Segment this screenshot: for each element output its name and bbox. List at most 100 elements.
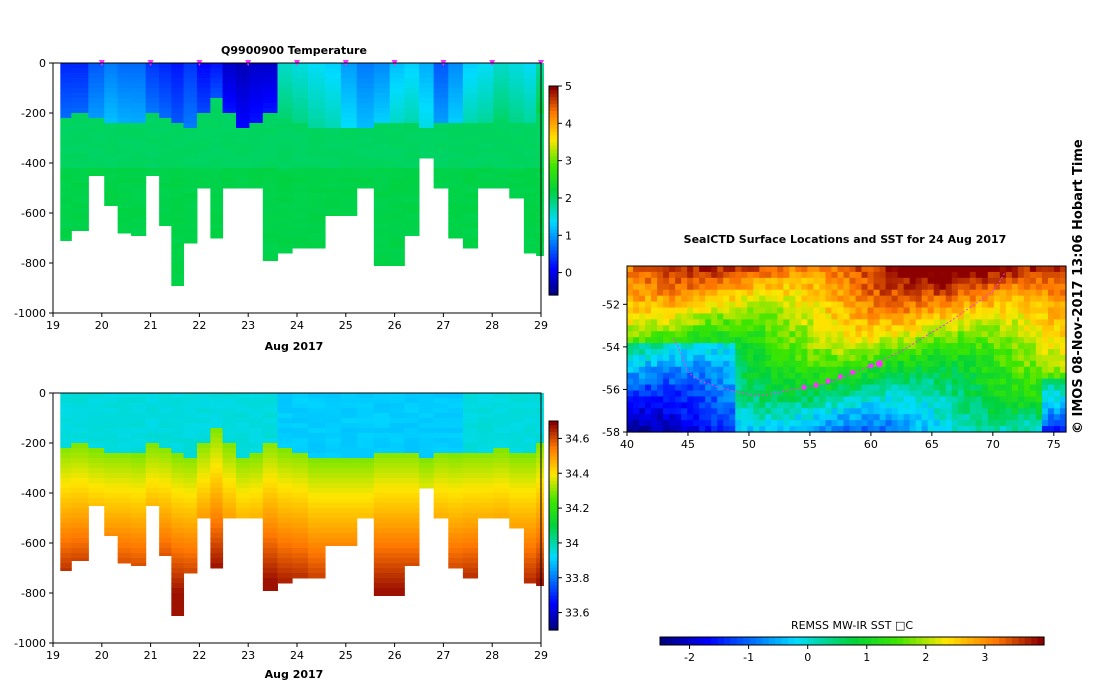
sst-cell [921,289,929,297]
section-cell [493,183,510,189]
section-cell [277,163,293,169]
section-cell [307,93,326,99]
sst-cell [945,271,953,279]
sst-cell [1017,277,1025,285]
sst-cell [915,384,923,392]
sst-cell [933,337,941,344]
section-cell [340,153,358,159]
section-cell [222,163,237,169]
section-cell [171,98,185,104]
sst-cell [777,277,784,285]
section-cell [104,153,119,159]
section-cell [509,168,525,174]
temp-ytick-label: -200 [21,107,46,120]
sst-cell [1035,289,1043,297]
sst-cell [639,289,646,297]
sst-cell [747,343,754,350]
section-cell [536,98,544,104]
section-cell [536,543,544,549]
section-cell [356,103,375,109]
section-cell [307,148,326,154]
section-cell [477,468,494,474]
sst-cell [711,372,718,380]
section-cell [277,558,293,564]
section-cell [183,568,198,574]
sst-cell [1023,372,1031,380]
section-cell [131,198,147,204]
section-cell [373,228,391,234]
section-cell [433,183,449,189]
section-cell [145,488,160,494]
sst-cell [627,372,634,380]
section-cell [88,478,105,484]
sst-cell [807,414,815,421]
section-cell [509,418,525,424]
temp-cbar-swatch [549,253,558,258]
sst-cell [1005,360,1013,368]
section-cell [373,198,391,204]
section-cell [88,123,105,129]
sst-cell [1035,396,1043,403]
section-cell [404,538,420,544]
section-cell [292,438,309,444]
sst-cell [729,271,736,279]
sst-cell [729,319,736,326]
sst-cell [783,414,790,421]
sst-cbar-swatch [704,637,712,645]
sst-cell [1053,378,1061,386]
sst-cell [693,301,700,309]
section-cell [262,143,278,149]
sst-cell [747,366,754,374]
sst-cell [1017,360,1025,368]
section-cell [493,493,510,499]
section-cell [325,78,342,84]
sst-cell [633,331,640,338]
section-cell [262,183,278,189]
section-cell [262,438,278,444]
sst-cell [1041,408,1049,415]
sst-cell [711,337,718,344]
section-cell [404,438,420,444]
sst-cell [939,337,947,344]
sst-cell [819,307,827,315]
sst-cell [975,283,983,291]
temp-cbar-swatch [549,263,558,268]
sst-cell [813,349,821,356]
sst-cell [957,420,965,427]
section-cell [145,398,160,404]
section-cell [71,438,89,444]
section-cell [277,473,293,479]
section-cell [462,68,479,74]
sst-cell [699,295,706,303]
sst-cell [801,402,809,409]
sal-cbar-swatch [549,473,558,478]
sst-cell [777,266,784,273]
sst-cell [951,313,959,320]
section-cell [433,78,449,84]
sst-cell [915,390,923,398]
section-cell [307,473,326,479]
sst-cell [885,325,893,332]
sst-cell [741,390,748,398]
section-cell [404,483,420,489]
section-cell [292,433,309,439]
section-cell [307,163,326,169]
sst-cell [813,313,821,320]
section-cell [117,108,132,114]
section-cell [448,428,464,434]
sst-cell [921,378,929,386]
section-cell [71,203,89,209]
sst-cell [819,349,827,356]
section-cell [462,213,479,219]
section-cell [373,143,391,149]
map-ytick-label: -52 [602,298,620,311]
sst-cell [687,325,694,332]
section-cell [104,393,119,399]
sst-cell [1035,420,1043,427]
sst-cell [927,313,935,320]
section-cell [71,428,89,434]
section-cell [523,428,537,434]
section-cell [277,213,293,219]
sst-cell [1011,266,1019,273]
section-cell [222,133,237,139]
